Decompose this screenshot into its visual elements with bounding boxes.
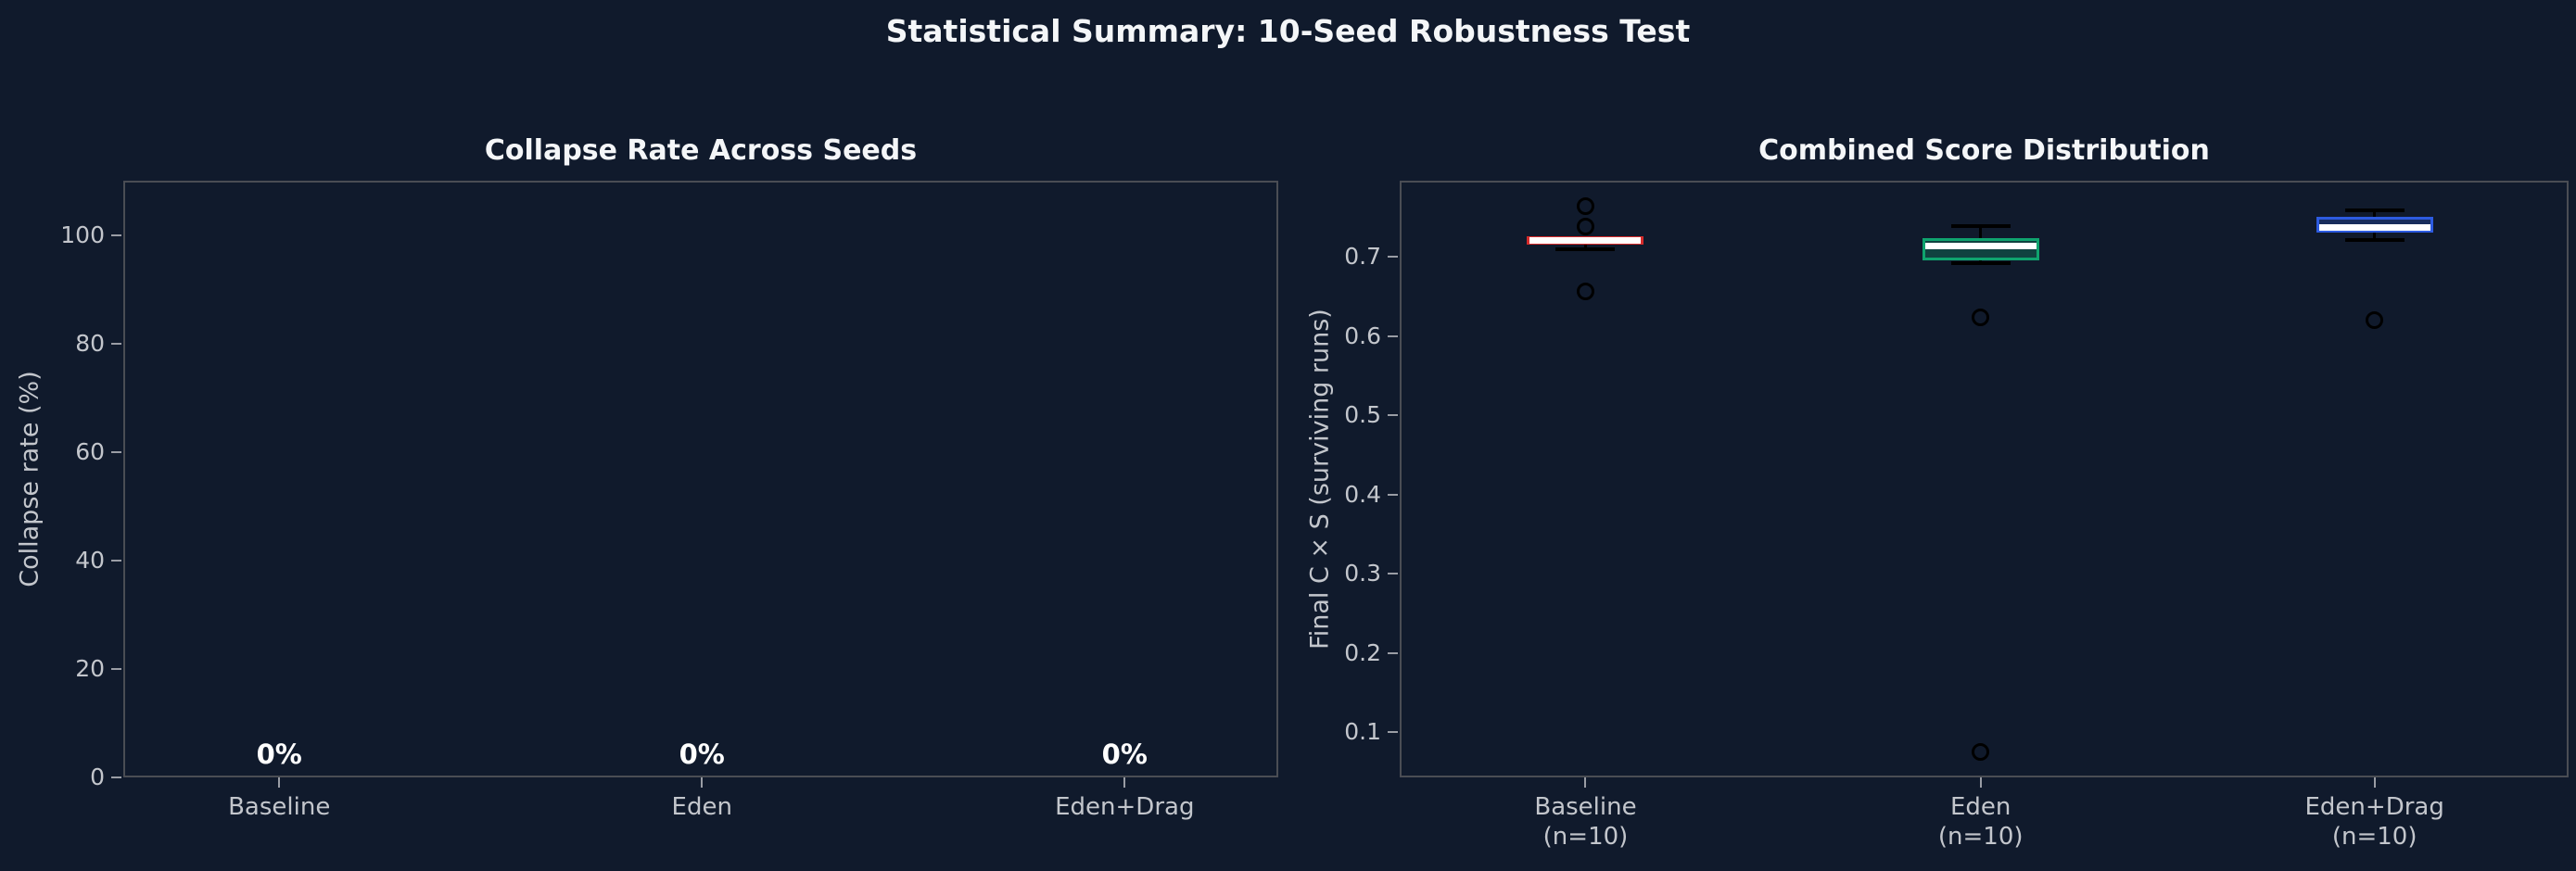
x-tick-mark [701, 777, 704, 788]
y-tick-mark [1388, 651, 1398, 654]
y-tick-label: 0.6 [1344, 322, 1381, 349]
y-tick-label: 80 [75, 329, 105, 357]
bar-value-label: 0% [679, 738, 725, 770]
outlier-marker [1972, 309, 1990, 327]
x-tick-mark [1979, 777, 1982, 788]
x-category-label: Eden [671, 793, 732, 821]
whisker-cap-lower [1950, 260, 2011, 265]
y-tick-label: 40 [75, 546, 105, 574]
y-tick-mark [1388, 731, 1398, 734]
y-tick-label: 0 [90, 764, 105, 790]
figure-title: Statistical Summary: 10-Seed Robustness … [885, 13, 1691, 49]
y-tick-mark [111, 559, 121, 562]
y-tick-mark [111, 776, 121, 778]
y-tick-label: 100 [60, 221, 105, 248]
whisker-cap-upper [1950, 223, 2011, 228]
y-tick-label: 0.7 [1344, 243, 1381, 271]
y-tick-mark [1388, 493, 1398, 496]
boxplot-ylabel: Final C × S (surviving runs) [1305, 309, 1335, 650]
whisker-upper [2373, 210, 2377, 218]
whisker-lower [2373, 233, 2377, 241]
y-tick-mark [111, 450, 121, 453]
x-category-label: Baseline (n=10) [1534, 793, 1637, 851]
x-tick-mark [278, 777, 281, 788]
y-tick-label: 20 [75, 654, 105, 682]
whisker-upper [1979, 225, 1983, 238]
box-eden [1922, 237, 2039, 261]
median-line [1924, 242, 2037, 249]
median-line [2318, 223, 2430, 231]
whisker-cap-lower [2344, 238, 2405, 243]
outlier-marker [2366, 311, 2384, 330]
y-tick-mark [1388, 414, 1398, 417]
bar-value-label: 0% [1101, 738, 1148, 770]
outlier-marker [1972, 743, 1990, 762]
y-tick-mark [111, 234, 121, 236]
y-tick-label: 0.1 [1344, 718, 1381, 746]
y-tick-mark [111, 342, 121, 345]
x-tick-mark [1584, 777, 1587, 788]
y-tick-mark [111, 667, 121, 670]
y-tick-mark [1388, 335, 1398, 337]
outlier-marker [1576, 196, 1594, 215]
boxplot-axes [1400, 181, 2569, 777]
y-tick-label: 0.4 [1344, 480, 1381, 508]
whisker-cap-upper [2344, 208, 2405, 213]
outlier-marker [1576, 283, 1594, 301]
y-tick-label: 60 [75, 437, 105, 465]
median-line [1529, 237, 1642, 245]
outlier-marker [1576, 218, 1594, 236]
y-tick-mark [1388, 573, 1398, 575]
bar-chart-title: Collapse Rate Across Seeds [484, 134, 918, 167]
x-category-label: Eden+Drag (n=10) [2304, 793, 2444, 851]
y-tick-mark [1388, 256, 1398, 259]
whisker-lower [1583, 245, 1587, 249]
x-category-label: Baseline [228, 793, 331, 821]
y-tick-label: 0.2 [1344, 638, 1381, 666]
bar-chart-axes [123, 181, 1278, 777]
x-category-label: Eden (n=10) [1937, 793, 2024, 851]
boxplot-title: Combined Score Distribution [1758, 134, 2210, 167]
x-tick-mark [2373, 777, 2376, 788]
y-tick-label: 0.5 [1344, 401, 1381, 429]
y-tick-label: 0.3 [1344, 560, 1381, 587]
x-tick-mark [1123, 777, 1126, 788]
bar-value-label: 0% [256, 738, 302, 770]
whisker-cap-lower [1555, 246, 1616, 251]
x-category-label: Eden+Drag [1055, 793, 1195, 821]
